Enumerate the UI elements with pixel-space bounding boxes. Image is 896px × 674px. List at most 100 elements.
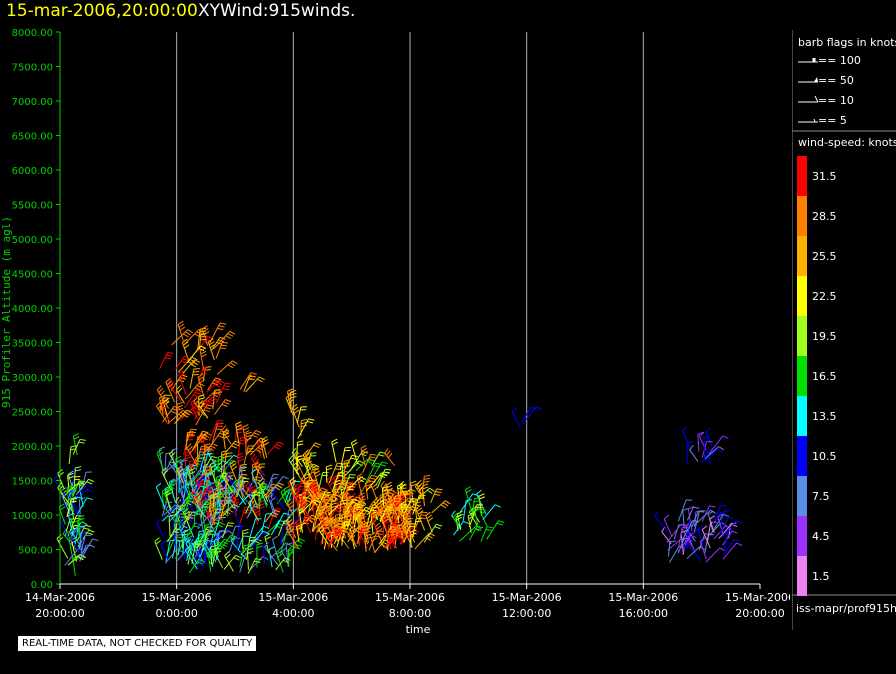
- wind-barb: [66, 498, 78, 518]
- colorbar-label: 31.5: [812, 170, 837, 183]
- y-tick-label: 4000.00: [12, 304, 53, 315]
- wind-barb: [221, 522, 235, 539]
- wind-barb: [686, 506, 700, 521]
- wind-barb: [197, 373, 206, 399]
- wind-barb: [705, 547, 726, 563]
- wind-barb: [468, 525, 484, 541]
- wind-barb: [320, 500, 335, 516]
- wind-barb: [654, 511, 668, 532]
- wind-barb: [80, 534, 92, 553]
- wind-barb: [78, 497, 86, 515]
- wind-barb: [358, 527, 368, 547]
- wind-barb: [178, 370, 187, 395]
- wind-barb: [379, 506, 393, 523]
- wind-barb: [719, 510, 730, 528]
- wind-barb: [697, 525, 704, 546]
- wind-barb: [177, 320, 186, 341]
- wind-barb: [236, 477, 250, 498]
- wind-barb: [257, 478, 269, 502]
- x-axis-label: time: [406, 623, 431, 636]
- wind-barb: [194, 498, 207, 518]
- wind-barb: [303, 512, 312, 533]
- y-tick-label: 0.00: [31, 580, 53, 591]
- wind-barb: [207, 338, 216, 360]
- wind-barb: [717, 513, 724, 535]
- wind-barb: [703, 435, 710, 461]
- wind-barb: [678, 526, 689, 548]
- wind-barb: [195, 396, 218, 414]
- y-tick-label: 500.00: [18, 546, 53, 557]
- wind-barb: [226, 470, 237, 490]
- wind-barb: [417, 487, 435, 500]
- y-tick-label: 4500.00: [12, 270, 53, 281]
- wind-barb: [271, 476, 278, 499]
- wind-barb: [473, 505, 481, 526]
- wind-barb: [312, 516, 333, 532]
- wind-barb: [431, 500, 451, 514]
- wind-barb: [325, 464, 333, 483]
- wind-barb: [682, 507, 689, 525]
- y-tick-label: 3000.00: [12, 373, 53, 384]
- wind-barb: [176, 466, 185, 484]
- colorbar-swatch: [797, 156, 807, 196]
- wind-barb: [242, 528, 249, 549]
- wind-barb: [267, 441, 284, 455]
- wind-barb: [202, 473, 213, 494]
- wind-barb: [687, 532, 695, 551]
- wind-barb: [341, 462, 349, 484]
- wind-barb: [213, 330, 236, 350]
- wind-barb: [272, 535, 279, 561]
- wind-barb: [355, 457, 375, 472]
- wind-barb: [56, 534, 69, 559]
- wind-barb: [709, 515, 715, 533]
- wind-barb: [239, 544, 251, 568]
- wind-barb: [354, 506, 372, 521]
- wind-barb: [706, 448, 713, 466]
- wind-barb: [68, 529, 80, 554]
- wind-barb: [486, 520, 505, 540]
- wind-barb: [165, 489, 172, 510]
- wind-barb: [179, 509, 186, 534]
- wind-barb: [221, 471, 233, 492]
- wind-barb: [699, 537, 707, 560]
- colorbar-swatch: [797, 396, 807, 436]
- wind-barb: [286, 508, 295, 534]
- wind-barb: [701, 525, 711, 549]
- wind-barb: [425, 511, 434, 533]
- wind-barb: [384, 496, 393, 521]
- wind-barb: [256, 542, 263, 568]
- colorbar-label: 16.5: [812, 370, 837, 383]
- colorbar-swatch: [797, 516, 807, 556]
- wind-barb: [182, 529, 191, 555]
- wind-barb: [480, 526, 493, 542]
- y-tick-label: 6000.00: [12, 166, 53, 177]
- x-tick-time: 20:00:00: [735, 607, 784, 620]
- x-tick-time: 20:00:00: [35, 607, 84, 620]
- wind-barb: [339, 446, 352, 471]
- wind-barb: [215, 382, 232, 404]
- colorbar-label: 1.5: [812, 570, 830, 583]
- y-tick-label: 7000.00: [12, 97, 53, 108]
- barb-label-50: == 50: [818, 74, 854, 87]
- colorbar-label: 4.5: [812, 530, 830, 543]
- wind-barb: [350, 439, 358, 464]
- wind-barb: [232, 506, 243, 531]
- wind-barb: [188, 558, 205, 573]
- colorbar-swatch: [797, 356, 807, 396]
- wind-barb: [184, 545, 198, 570]
- wind-barb: [722, 542, 743, 560]
- wind-barb: [661, 526, 672, 545]
- wind-barb: [343, 459, 351, 483]
- wind-barb: [261, 513, 273, 533]
- x-tick-date: 15-Mar-2006: [725, 591, 790, 604]
- wind-barb: [186, 470, 206, 489]
- wind-barb: [689, 444, 699, 462]
- y-tick-label: 8000.00: [12, 28, 53, 39]
- wind-barb: [364, 530, 371, 552]
- wind-barb: [175, 355, 191, 370]
- wind-barb: [193, 396, 205, 416]
- wind-barb: [206, 513, 217, 537]
- wind-barb: [192, 432, 212, 450]
- colorbar-label: 19.5: [812, 330, 837, 343]
- wind-barb: [415, 504, 426, 531]
